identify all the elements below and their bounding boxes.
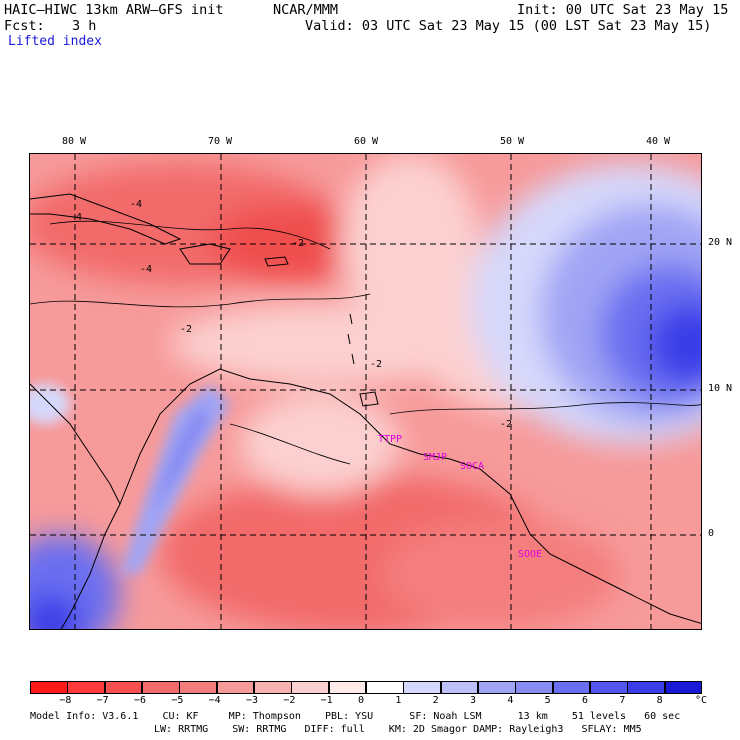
colorbar-tick: 7 bbox=[619, 695, 626, 706]
colorbar-swatch bbox=[216, 681, 255, 694]
colorbar-swatch bbox=[664, 681, 703, 694]
colorbar-swatch bbox=[142, 681, 180, 694]
coast-hispaniola bbox=[179, 243, 231, 265]
init-time: Init: 00 UTC Sat 23 May 15 bbox=[517, 2, 729, 18]
contour-minus2-atlantic bbox=[389, 402, 701, 415]
field-andes-ridge-core bbox=[150, 404, 210, 514]
field-name: Lifted index bbox=[8, 34, 102, 49]
colorbar-tick: 8 bbox=[656, 695, 663, 706]
contour-label: -2 bbox=[500, 419, 513, 430]
model-info-line2: LW: RRTMG SW: RRTMG DIFF: full KM: 2D Sm… bbox=[154, 724, 642, 735]
colorbar-swatch bbox=[627, 681, 666, 694]
contour-minus2-north bbox=[30, 293, 371, 308]
colorbar-swatch bbox=[478, 681, 516, 694]
colorbar-swatch bbox=[291, 681, 330, 694]
colorbar-tick: 1 bbox=[395, 695, 402, 706]
colorbar-tick: −5 bbox=[171, 695, 184, 706]
coast-cuba bbox=[30, 193, 182, 245]
field-atlantic-pos7 bbox=[650, 304, 701, 384]
colorbar-tick: −3 bbox=[246, 695, 259, 706]
lon-label: 80 W bbox=[62, 136, 87, 147]
contour-label: -2 bbox=[292, 238, 305, 249]
colorbar-tick: 0 bbox=[358, 695, 365, 706]
colorbar-tick: −7 bbox=[96, 695, 109, 706]
contour-label: -2 bbox=[370, 359, 383, 370]
field-sw-pos bbox=[30, 594, 80, 629]
colorbar-swatch bbox=[366, 681, 404, 694]
model-info-line1: Model Info: V3.6.1 CU: KF MP: Thompson P… bbox=[30, 711, 681, 722]
coast-sa-north bbox=[119, 368, 701, 624]
colorbar-tick: −8 bbox=[59, 695, 72, 706]
colorbar-swatch bbox=[179, 681, 218, 694]
lifted-index-map: -4 -4 -4 -2 -2 -2 -2 TTPP SMJP SOCA SOOE bbox=[29, 153, 702, 630]
colorbar-tick: −6 bbox=[134, 695, 147, 706]
contour-label: -4 bbox=[140, 264, 153, 275]
colorbar-swatch bbox=[515, 681, 554, 694]
contour-label: -2 bbox=[180, 324, 193, 335]
colorbar-tick: 5 bbox=[544, 695, 551, 706]
lon-label: 70 W bbox=[208, 136, 233, 147]
coast-puerto-rico bbox=[264, 256, 289, 267]
lat-label: 10 N bbox=[708, 382, 733, 394]
station-soca: SOCA bbox=[460, 461, 485, 472]
colorbar-tick: −1 bbox=[320, 695, 333, 706]
model-title: HAIC–HIWC 13km ARW–GFS init bbox=[4, 2, 224, 18]
field-sa-east bbox=[380, 519, 620, 629]
forecast-label: Fcst: bbox=[4, 18, 45, 34]
colorbar-swatch bbox=[590, 681, 628, 694]
lat-label: 0 bbox=[708, 528, 715, 539]
coast-trinidad bbox=[359, 391, 379, 407]
lon-label: 40 W bbox=[646, 136, 671, 147]
colorbar-tick: 3 bbox=[470, 695, 477, 706]
station-smjp: SMJP bbox=[423, 452, 448, 463]
colorbar-swatch bbox=[328, 681, 367, 694]
lat-label: 20 N bbox=[708, 237, 733, 248]
colorbar-tick: 2 bbox=[432, 695, 439, 706]
lat-lon-grid bbox=[30, 154, 701, 629]
colorbar-tick: −2 bbox=[283, 695, 296, 706]
station-ttpp: TTPP bbox=[378, 434, 403, 445]
contours bbox=[30, 220, 701, 465]
coastlines bbox=[30, 193, 701, 629]
coast-lesser-antilles bbox=[347, 313, 355, 365]
org-label: NCAR/MMM bbox=[273, 2, 339, 18]
colorbar-swatch bbox=[552, 681, 591, 694]
valid-time: Valid: 03 UTC Sat 23 May 15 (00 LST Sat … bbox=[305, 18, 712, 34]
colorbar-unit: °C bbox=[695, 695, 708, 706]
lon-label: 60 W bbox=[354, 136, 379, 147]
forecast-hour: 3 h bbox=[72, 18, 97, 34]
colorbar-tick: 4 bbox=[507, 695, 514, 706]
coast-central-america bbox=[30, 383, 121, 629]
station-sooe: SOOE bbox=[518, 549, 543, 560]
colorbar-tick: −4 bbox=[208, 695, 221, 706]
contour-minus2-venezuela bbox=[229, 423, 351, 465]
colorbar-swatch bbox=[254, 681, 292, 694]
colorbar-swatch bbox=[104, 681, 143, 694]
colorbar-swatch bbox=[403, 681, 442, 694]
lon-label: 50 W bbox=[500, 136, 525, 147]
colorbar-swatch bbox=[67, 681, 106, 694]
field-venezuela-weak bbox=[240, 394, 400, 494]
colorbar-swatch bbox=[440, 681, 479, 694]
colorbar-tick: 6 bbox=[582, 695, 589, 706]
colorbar-swatch bbox=[30, 681, 68, 694]
contour-label: -4 bbox=[70, 212, 83, 223]
contour-label: -4 bbox=[130, 199, 143, 210]
contour-minus4-caribbean bbox=[49, 220, 331, 250]
